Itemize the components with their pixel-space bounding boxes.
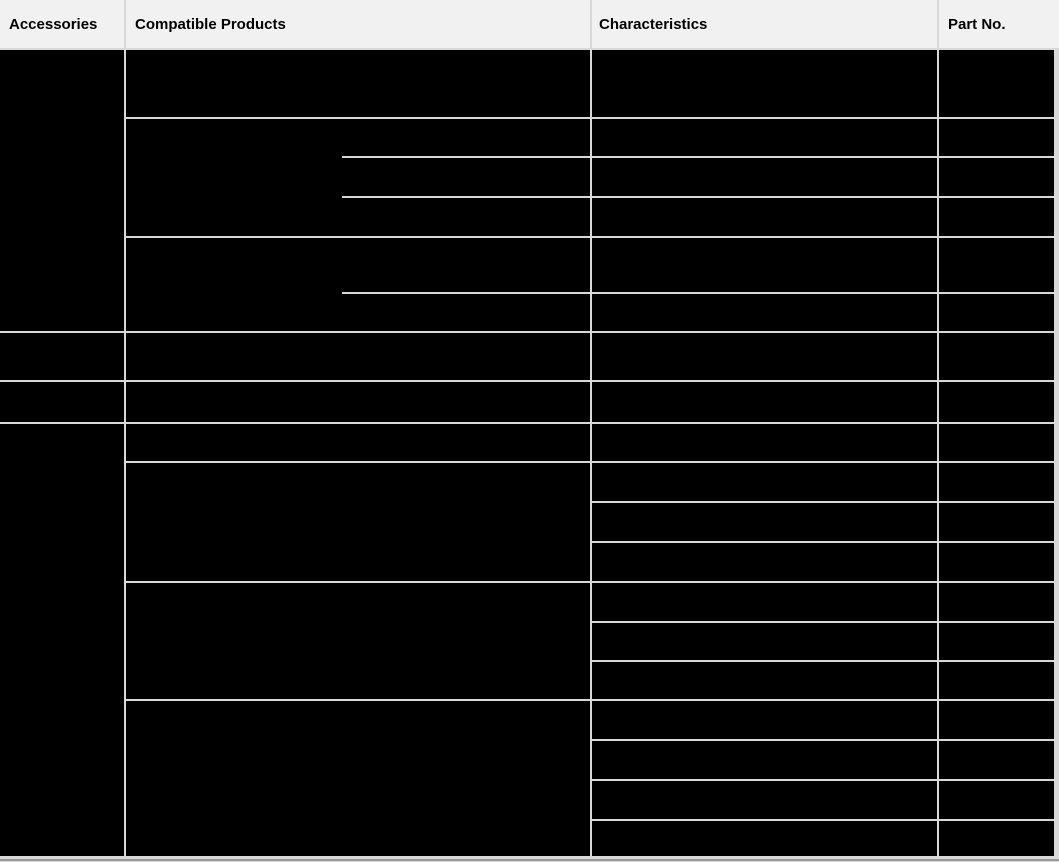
compatible-cell-r13-15 [126,583,590,699]
header-compatible-products: Compatible Products [126,0,590,48]
characteristics-cell-r3 [592,158,937,196]
partno-cell-r4 [939,198,1054,236]
header-characteristics-label: Characteristics [599,15,708,33]
characteristics-cell-r6 [592,294,937,331]
compatible-cell-r9 [126,424,590,461]
characteristics-cell-r19 [592,821,937,856]
partno-cell-r19 [939,821,1054,856]
partno-cell-r2 [939,119,1054,156]
characteristics-cell-r1 [592,50,937,117]
characteristics-cell-r4 [592,198,937,236]
compatible-right-cell-r2 [342,119,590,156]
header-part-no-label: Part No. [948,15,1006,33]
compatible-right-cell-r4 [342,198,590,236]
compatible-right-cell-r3 [342,158,590,196]
characteristics-cell-r5 [592,238,937,292]
partno-cell-r15 [939,662,1054,699]
characteristics-cell-r2 [592,119,937,156]
header-accessories-label: Accessories [9,15,98,33]
characteristics-cell-r17 [592,741,937,779]
partno-cell-r9 [939,424,1054,461]
partno-cell-r18 [939,781,1054,819]
partno-cell-r11 [939,503,1054,541]
partno-cell-r13 [939,583,1054,621]
characteristics-cell-r16 [592,701,937,739]
characteristics-cell-r11 [592,503,937,541]
partno-cell-r1 [939,50,1054,117]
characteristics-cell-r7 [592,333,937,380]
partno-cell-r12 [939,543,1054,581]
partno-cell-r8 [939,382,1054,422]
compatible-cell-r10-12 [126,463,590,581]
accessories-group-cell-4 [0,424,124,856]
table-bottom-border [0,859,1059,861]
characteristics-cell-r13 [592,583,937,621]
partno-cell-r17 [939,741,1054,779]
characteristics-cell-r12 [592,543,937,581]
partno-cell-r5 [939,238,1054,292]
compatible-cell-r8 [126,382,590,422]
characteristics-cell-r14 [592,623,937,660]
compatible-left-cell-r2-4 [126,119,342,236]
characteristics-cell-r10 [592,463,937,501]
partno-cell-r10 [939,463,1054,501]
compatible-cell-r16-19 [126,701,590,856]
compatible-cell-r7 [126,333,590,380]
header-compatible-products-label: Compatible Products [135,15,286,33]
accessories-group-cell-2 [0,333,124,380]
accessories-group-cell-1 [0,50,124,331]
header-characteristics: Characteristics [592,0,937,48]
partno-cell-r14 [939,623,1054,660]
characteristics-cell-r8 [592,382,937,422]
characteristics-cell-r9 [592,424,937,461]
characteristics-cell-r18 [592,781,937,819]
accessories-group-cell-3 [0,382,124,422]
characteristics-cell-r15 [592,662,937,699]
compatible-right-cell-r5 [342,238,590,292]
compatible-cell-r1 [126,50,590,117]
partno-cell-r3 [939,158,1054,196]
partno-cell-r6 [939,294,1054,331]
compatible-left-cell-r5-6 [126,238,342,331]
compatible-right-cell-r6 [342,294,590,331]
partno-cell-r16 [939,701,1054,739]
partno-cell-r7 [939,333,1054,380]
header-part-no: Part No. [939,0,1059,48]
header-accessories: Accessories [0,0,124,48]
